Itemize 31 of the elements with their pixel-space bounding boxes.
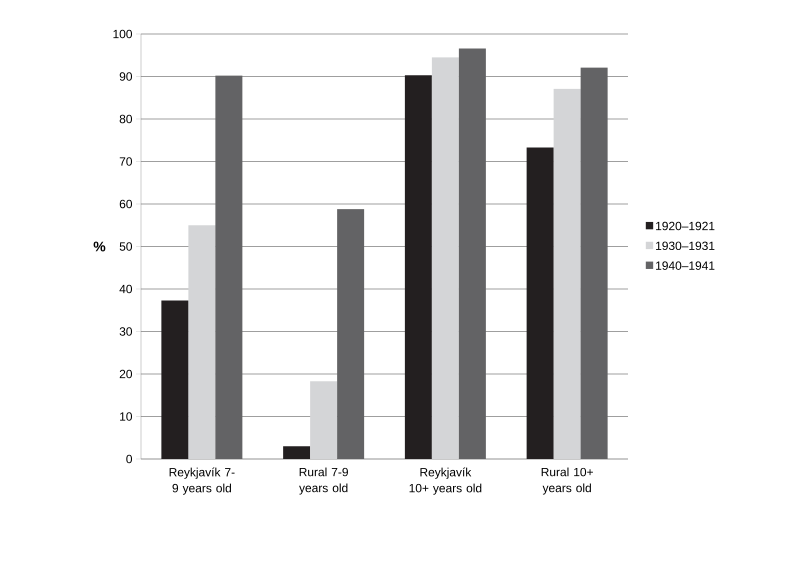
x-tick-label: Reykjavík 7-9 years old bbox=[170, 468, 235, 495]
y-tick-label: 80 bbox=[120, 114, 132, 124]
x-tick-label: Rural 7-9 years old bbox=[299, 468, 348, 495]
y-tick-label: 90 bbox=[120, 72, 132, 81]
y-tick-label: 70 bbox=[120, 157, 132, 166]
y-tick-label: 10 bbox=[120, 412, 132, 421]
bar bbox=[554, 88, 581, 459]
y-tick-label: 60 bbox=[120, 200, 132, 208]
bar bbox=[432, 57, 459, 459]
bar bbox=[526, 147, 554, 459]
bar bbox=[215, 76, 242, 459]
bar bbox=[161, 300, 188, 459]
legend-label: 1930–1931 bbox=[656, 242, 714, 250]
y-tick-label: 40 bbox=[119, 284, 132, 294]
bar bbox=[310, 381, 338, 459]
y-tick-label: 100 bbox=[113, 30, 132, 38]
legend-label: 1920–1921 bbox=[656, 222, 714, 230]
y-tick-label: 20 bbox=[120, 370, 132, 378]
bar bbox=[283, 446, 310, 459]
bar bbox=[337, 209, 364, 459]
legend-label: 1940–1941 bbox=[656, 261, 714, 270]
x-tick-label: Reykjavík 10+ years old bbox=[410, 468, 482, 495]
bar bbox=[580, 68, 608, 459]
y-tick-label: 0 bbox=[126, 454, 132, 464]
bar bbox=[458, 48, 486, 459]
bar bbox=[188, 225, 216, 459]
bar bbox=[404, 75, 432, 459]
y-axis-title: % bbox=[94, 242, 106, 252]
x-tick-label: Rural 10+ years old bbox=[542, 468, 593, 495]
y-tick-label: 30 bbox=[120, 327, 132, 336]
y-tick-label: 50 bbox=[120, 242, 132, 251]
